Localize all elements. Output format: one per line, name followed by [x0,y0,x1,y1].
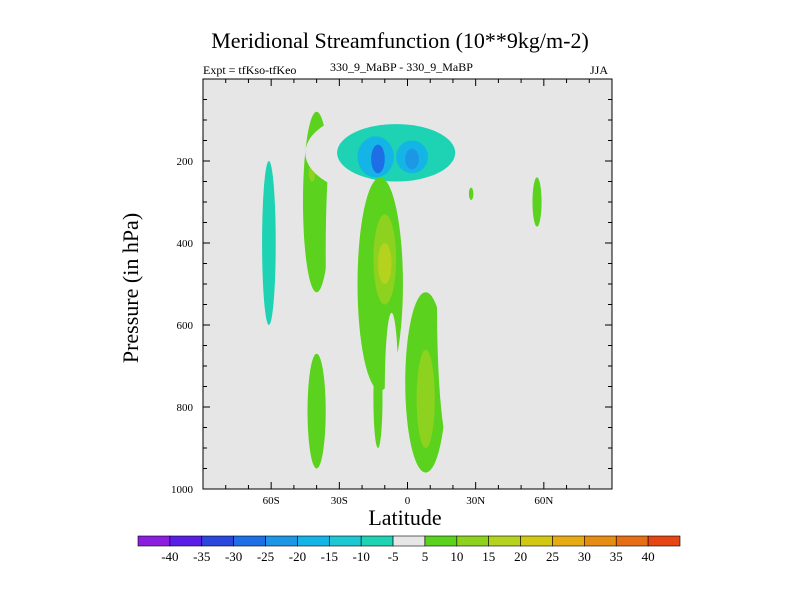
colorbar-swatch [424,535,458,547]
colorbar-label: 5 [422,549,429,564]
experiment-label: Expt = tfKso-tfKeo [203,63,297,77]
colorbar: -40 -35 -30 -25 -20 -15 -10 -5 5 10 15 20 25 30 35 40 [137,535,681,564]
contour-neg-20n [437,169,465,448]
contour-pos-8n-core [416,349,435,448]
contour-neg-upper-mid [337,124,456,182]
y-tick-label: 400 [177,238,194,250]
colorbar-swatch [520,535,553,547]
colorbar-label: -25 [257,549,274,564]
colorbar-label: 35 [610,549,623,564]
contour-pos-15s-inner [377,243,392,284]
contour-neg-upper-west-core [371,144,385,174]
x-tick-label: 60N [534,495,553,507]
contour-pos-28n [468,187,474,200]
x-tick-label: 0 [405,495,411,507]
contour-neg-60s-core [262,161,276,325]
colorbar-swatch [169,535,203,547]
y-tick-label: 1000 [171,484,194,496]
colorbar-swatch [615,535,649,547]
colorbar-swatch [392,535,426,547]
x-tick-label: 60S [263,495,280,507]
contour-neg-40n [492,138,505,176]
colorbar-label: -40 [161,549,178,564]
colorbar-swatch [552,535,585,547]
colorbar-swatch [647,535,681,547]
colorbar-label: 20 [514,549,527,564]
colorbar-label: 15 [482,549,495,564]
colorbar-swatch [328,535,362,547]
y-tick-label: 800 [177,402,194,414]
contour-neg-10s-lower [384,312,399,469]
comparison-label: 330_9_MaBP - 330_9_MaBP [330,60,473,74]
colorbar-swatch [201,535,234,547]
x-tick-label: 30N [466,495,485,507]
colorbar-swatch [488,535,521,547]
contour-pos-57n [532,177,542,227]
colorbar-swatch [265,535,298,547]
x-tick-label: 30S [331,495,348,507]
y-axis-title: Pressure (in hPa) [118,212,143,364]
colorbar-swatch [297,535,330,547]
colorbar-swatch [360,535,394,547]
contour-pos-15s-lower [373,349,383,448]
season-label: JJA [590,63,609,77]
x-axis-title: Latitude [368,505,442,530]
colorbar-swatch [456,535,490,547]
colorbar-label: -35 [193,549,210,564]
chart-title: Meridional Streamfunction (10**9kg/m-2) [211,28,589,53]
y-tick-label: 200 [177,156,194,168]
contour-pos-40s-lower [307,353,326,469]
contour-neg-equator-tip [395,83,402,108]
contour-neg-upper-east-core [405,148,419,170]
colorbar-label: -10 [353,549,370,564]
y-axis: 200 400 600 800 1000 [171,78,612,496]
contour-layer [255,83,542,473]
colorbar-swatch [137,535,171,547]
colorbar-label: 30 [578,549,591,564]
colorbar-swatch [233,535,266,547]
colorbar-label: -30 [225,549,242,564]
y-tick-label: 600 [177,320,194,332]
colorbar-label: 10 [450,549,463,564]
colorbar-label: 25 [546,549,559,564]
colorbar-label: -20 [289,549,306,564]
colorbar-label: -15 [321,549,338,564]
x-axis: 60S 30S 0 30N 60N [202,79,613,507]
colorbar-label: -5 [388,549,399,564]
colorbar-swatch [584,535,617,547]
colorbar-label: 40 [642,549,655,564]
